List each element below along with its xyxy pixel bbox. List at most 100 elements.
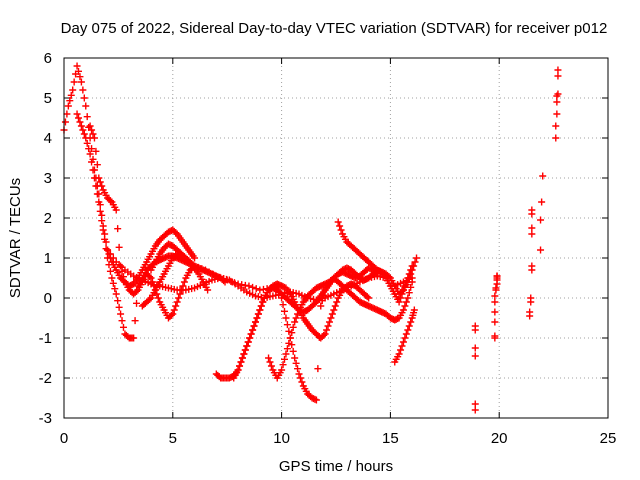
data-point (93, 161, 101, 169)
data-point (76, 118, 84, 126)
data-point (289, 347, 297, 355)
data-point (77, 78, 85, 86)
x-axis-label: GPS time / hours (279, 458, 393, 475)
data-point (169, 310, 177, 318)
data-point (82, 102, 90, 110)
data-point (365, 294, 373, 302)
data-point (395, 298, 403, 306)
data-point (172, 302, 180, 310)
data-point (282, 314, 290, 322)
data-point (312, 396, 320, 404)
data-point (98, 182, 106, 190)
data-point (95, 198, 103, 206)
data-point (401, 302, 409, 310)
data-point (398, 287, 406, 295)
data-points (60, 62, 562, 414)
y-tick-label: -1 (39, 330, 52, 347)
data-point (296, 374, 304, 382)
data-point (315, 333, 323, 341)
data-point (69, 86, 77, 94)
data-point (101, 235, 109, 243)
x-tick-label: 0 (60, 430, 68, 447)
data-point (314, 365, 322, 373)
grid (64, 58, 608, 418)
data-point (106, 197, 114, 205)
data-point (320, 291, 328, 299)
data-point (238, 354, 246, 362)
data-point (66, 97, 74, 105)
data-point (491, 298, 499, 306)
y-tick-label: 3 (44, 170, 52, 187)
data-point (204, 286, 212, 294)
data-point (552, 134, 560, 142)
data-point (119, 323, 127, 331)
data-point (283, 345, 291, 353)
data-point (104, 246, 112, 254)
data-point (251, 318, 259, 326)
data-point (117, 262, 125, 270)
data-point (243, 342, 251, 350)
data-point (106, 267, 114, 275)
data-point (405, 322, 413, 330)
data-point (89, 130, 97, 138)
data-point (73, 62, 81, 70)
data-point (537, 216, 545, 224)
data-point (79, 86, 87, 94)
data-point (130, 334, 138, 342)
data-point (119, 273, 127, 281)
data-point (408, 266, 416, 274)
data-point (337, 226, 345, 234)
data-point (363, 293, 371, 301)
data-point (133, 299, 141, 307)
data-point (154, 294, 162, 302)
y-axis-label: SDTVAR / TECUs (7, 178, 24, 298)
data-point (67, 91, 75, 99)
data-point (80, 94, 88, 102)
data-point (294, 365, 302, 373)
data-point (236, 362, 244, 370)
data-point (554, 90, 562, 98)
data-point (397, 346, 405, 354)
data-point (175, 294, 183, 302)
x-tick-label: 10 (273, 430, 290, 447)
data-point (325, 318, 333, 326)
data-point (63, 110, 71, 118)
data-point (266, 358, 274, 366)
data-point (407, 318, 415, 326)
x-tick-label: 15 (382, 430, 399, 447)
data-point (552, 122, 560, 130)
data-point (281, 355, 289, 363)
data-point (404, 278, 412, 286)
axis-ticks: 0 5 10 15 20 25 -3 -2 -1 0 1 2 3 4 5 6 (39, 50, 617, 447)
data-point (330, 306, 338, 314)
data-point (250, 322, 258, 330)
y-tick-label: -2 (39, 370, 52, 387)
data-point (249, 326, 257, 334)
data-point (102, 245, 110, 253)
x-tick-label: 25 (600, 430, 617, 447)
data-point (405, 274, 413, 282)
data-point (411, 258, 419, 266)
data-point (298, 378, 306, 386)
data-point (404, 294, 412, 302)
data-point (285, 327, 293, 335)
data-point (318, 297, 326, 305)
y-tick-label: 1 (44, 250, 52, 267)
data-point (553, 98, 561, 106)
data-point (244, 338, 252, 346)
data-point (118, 317, 126, 325)
data-point (286, 334, 294, 342)
data-point (117, 310, 125, 318)
data-point (85, 145, 93, 153)
data-point (327, 314, 335, 322)
data-point (404, 326, 412, 334)
data-point (323, 326, 331, 334)
data-point (79, 126, 87, 134)
data-point (180, 278, 188, 286)
data-point (537, 246, 545, 254)
data-point (112, 206, 120, 214)
data-point (402, 330, 410, 338)
data-point (292, 314, 300, 322)
data-point (173, 298, 181, 306)
